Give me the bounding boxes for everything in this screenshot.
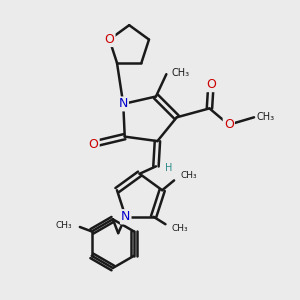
Text: CH₃: CH₃ — [172, 68, 190, 78]
Text: CH₃: CH₃ — [257, 112, 275, 122]
Text: H: H — [165, 163, 172, 173]
Text: CH₃: CH₃ — [180, 171, 197, 180]
Text: H: H — [165, 163, 172, 173]
Text: O: O — [224, 118, 234, 131]
Text: CH₃: CH₃ — [172, 68, 190, 78]
Text: O: O — [88, 138, 98, 151]
Text: N: N — [121, 210, 130, 223]
Text: O: O — [206, 78, 216, 91]
Text: O: O — [88, 138, 98, 151]
Text: CH₃: CH₃ — [56, 221, 72, 230]
Text: CH₃: CH₃ — [171, 224, 188, 233]
Text: O: O — [104, 33, 114, 46]
Text: N: N — [118, 98, 128, 110]
Text: O: O — [224, 118, 234, 131]
Text: N: N — [121, 210, 130, 223]
Text: O: O — [104, 33, 114, 46]
Text: O: O — [206, 78, 216, 91]
